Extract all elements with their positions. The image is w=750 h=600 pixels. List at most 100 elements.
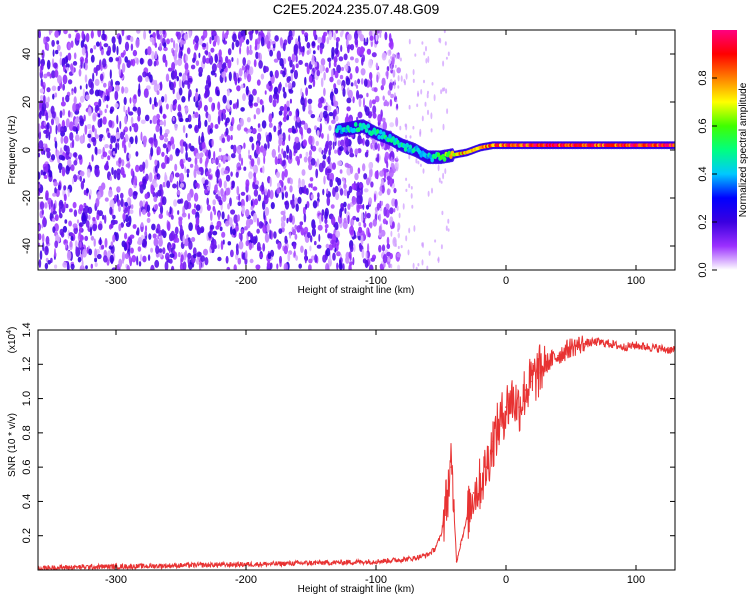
noise-cell: [130, 204, 134, 210]
noise-cell: [165, 103, 169, 110]
snr-point: [609, 342, 611, 345]
noise-cell: [263, 210, 266, 220]
noise-cell: [199, 120, 202, 128]
noise-cell: [253, 114, 256, 120]
noise-cell: [415, 266, 418, 270]
noise-cell: [218, 163, 221, 168]
noise-cell: [79, 241, 82, 249]
x-tick-label: -200: [235, 574, 257, 586]
noise-cell: [85, 94, 90, 101]
noise-cell: [389, 177, 393, 187]
noise-cell: [357, 78, 361, 85]
noise-cell: [291, 199, 296, 209]
noise-cell: [137, 237, 143, 246]
noise-cell: [75, 127, 78, 135]
noise-cell: [97, 148, 102, 155]
noise-cell: [446, 108, 449, 115]
noise-cell: [369, 221, 373, 229]
noise-cell: [354, 148, 359, 155]
noise-cell: [374, 142, 378, 150]
noise-cell: [295, 54, 298, 63]
noise-cell: [228, 71, 232, 82]
noise-cell: [354, 30, 359, 41]
noise-cell: [185, 117, 190, 123]
noise-cell: [358, 222, 362, 227]
noise-cell: [250, 199, 253, 207]
snr-point: [544, 363, 546, 366]
noise-cell: [380, 200, 383, 206]
noise-cell: [205, 57, 211, 64]
noise-cell: [155, 124, 160, 133]
noise-cell: [196, 226, 202, 236]
noise-cell: [230, 171, 233, 177]
noise-cell: [91, 124, 95, 133]
noise-cell: [430, 112, 433, 120]
noise-cell: [120, 192, 124, 199]
noise-cell: [151, 103, 155, 110]
noise-cell: [236, 124, 242, 131]
noise-cell: [258, 221, 263, 229]
noise-cell: [257, 194, 262, 202]
noise-cell: [206, 204, 211, 211]
noise-cell: [129, 209, 134, 215]
noise-cell: [308, 135, 313, 145]
noise-cell: [164, 137, 169, 143]
noise-cell: [191, 208, 197, 215]
noise-cell: [357, 204, 363, 209]
snr-point: [297, 562, 299, 564]
noise-cell: [389, 99, 393, 107]
noise-cell: [388, 59, 392, 65]
noise-cell: [75, 103, 80, 112]
noise-cell: [163, 46, 168, 52]
noise-cell: [312, 50, 316, 55]
noise-cell: [333, 56, 338, 63]
noise-cell: [228, 217, 233, 227]
noise-cell: [396, 252, 402, 258]
noise-cell: [437, 256, 440, 264]
noise-cell: [59, 57, 62, 66]
noise-cell: [390, 162, 395, 168]
y-tick-label: 0.4: [21, 494, 33, 509]
noise-cell: [87, 206, 93, 214]
noise-cell: [160, 34, 163, 43]
noise-cell: [153, 96, 157, 106]
noise-cell: [417, 160, 420, 165]
noise-cell: [79, 175, 82, 182]
noise-cell: [306, 65, 310, 75]
noise-cell: [162, 143, 167, 149]
snr-point: [557, 354, 559, 357]
noise-cell: [85, 220, 90, 228]
noise-cell: [70, 63, 74, 72]
noise-cell: [377, 114, 382, 123]
noise-cell: [199, 157, 203, 164]
noise-cell: [177, 57, 183, 67]
noise-cell: [69, 240, 73, 248]
noise-cell: [67, 52, 72, 61]
noise-cell: [321, 133, 324, 139]
noise-cell: [211, 35, 215, 41]
noise-cell: [443, 30, 446, 34]
snr-scale-base: (x10: [7, 333, 18, 353]
noise-cell: [266, 261, 271, 269]
noise-cell: [394, 64, 397, 69]
noise-cell: [358, 184, 364, 189]
noise-cell: [173, 72, 177, 77]
signal-cell: [377, 134, 381, 140]
noise-cell: [66, 262, 70, 270]
noise-cell: [304, 256, 307, 264]
noise-cell: [257, 156, 261, 166]
noise-cell: [118, 205, 121, 212]
noise-cell: [282, 132, 286, 142]
noise-cell: [67, 110, 71, 118]
noise-cell: [289, 231, 292, 239]
noise-cell: [152, 115, 158, 125]
y-tick-label: 0.8: [21, 425, 33, 440]
noise-cell: [409, 135, 412, 139]
noise-cell: [117, 142, 120, 151]
noise-cell: [329, 233, 333, 239]
noise-cell: [99, 117, 103, 128]
noise-cell: [214, 53, 218, 62]
noise-cell: [366, 212, 371, 219]
noise-cell: [204, 89, 208, 98]
noise-cell: [247, 73, 252, 83]
